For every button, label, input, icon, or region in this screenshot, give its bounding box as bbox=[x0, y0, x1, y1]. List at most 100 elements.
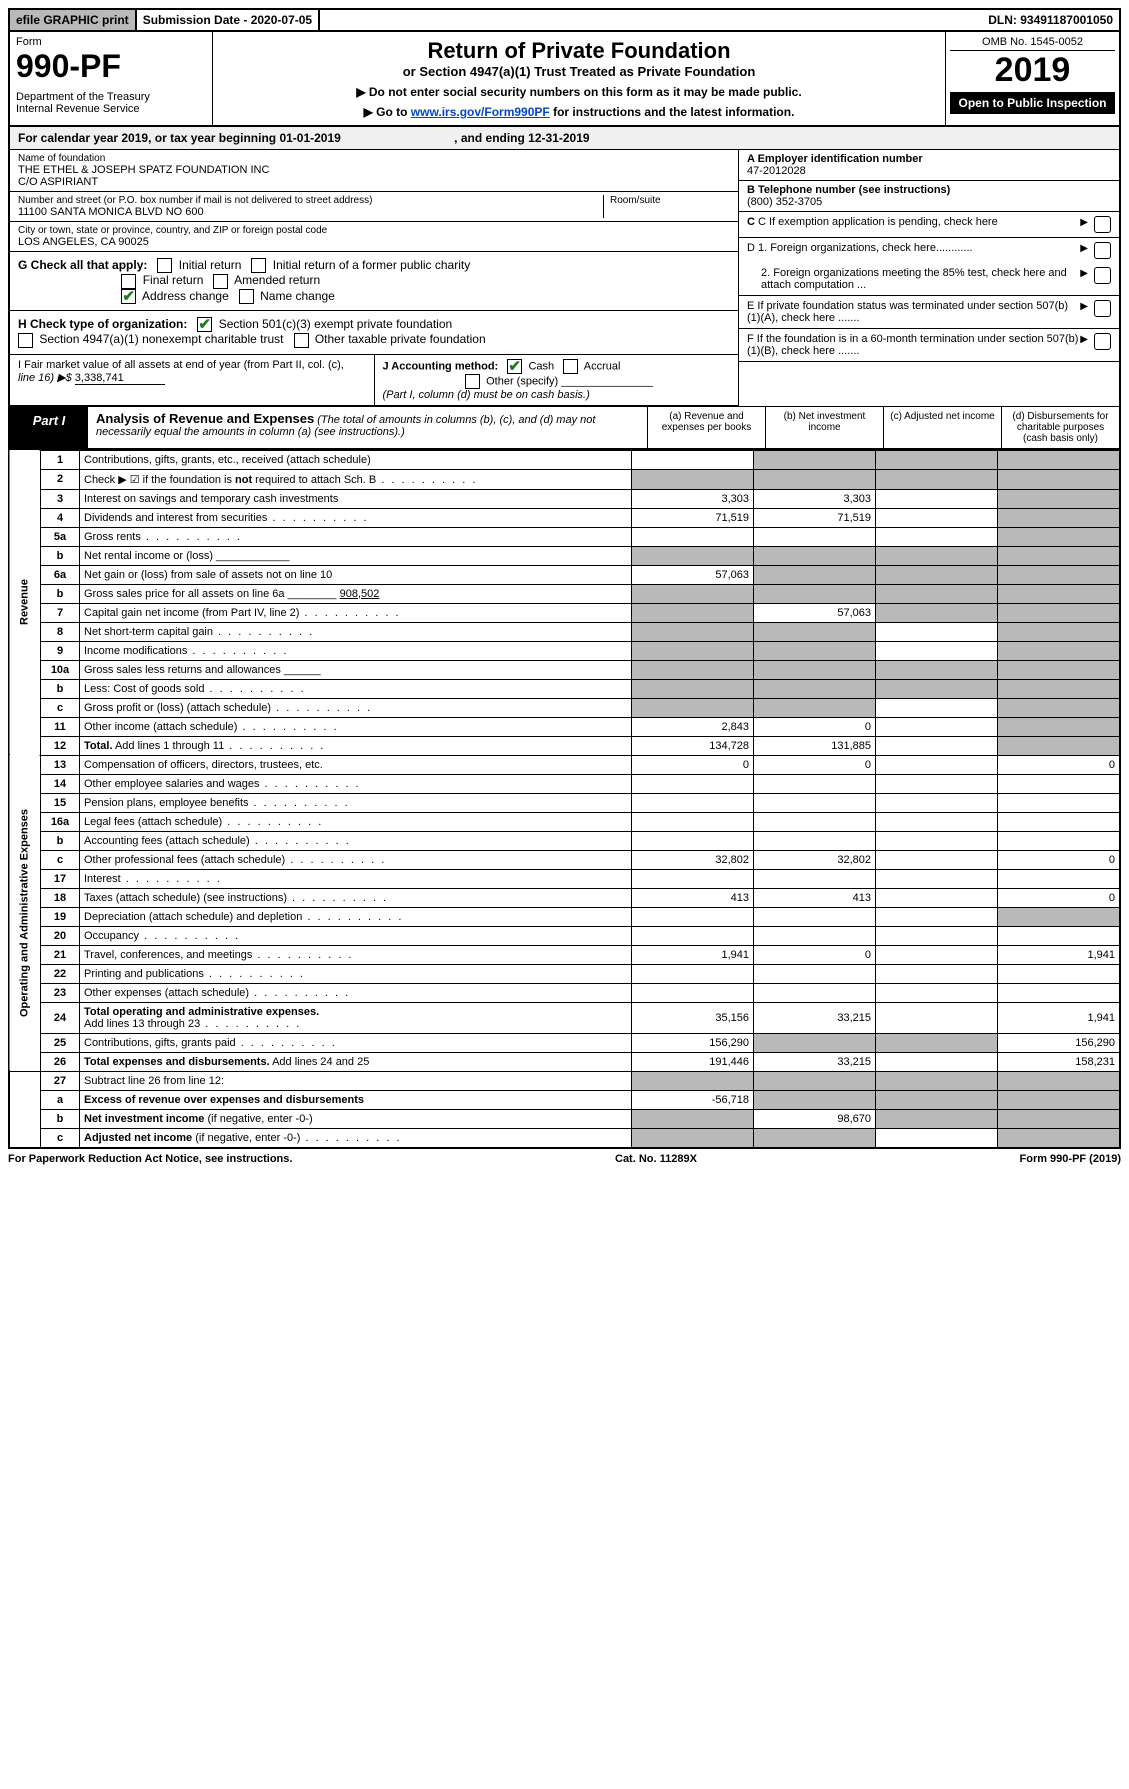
cell-amount bbox=[876, 774, 998, 793]
chk-cash[interactable] bbox=[507, 359, 522, 374]
cell-grey bbox=[876, 1109, 998, 1128]
omb-number: OMB No. 1545-0052 bbox=[950, 36, 1115, 51]
line-desc: Other expenses (attach schedule) bbox=[80, 983, 632, 1002]
cell-grey bbox=[876, 1033, 998, 1052]
cell-amount bbox=[754, 964, 876, 983]
table-row: bGross sales price for all assets on lin… bbox=[9, 584, 1120, 603]
table-row: 24Total operating and administrative exp… bbox=[9, 1002, 1120, 1033]
line-number: a bbox=[41, 1090, 80, 1109]
cell-grey bbox=[998, 736, 1121, 755]
cell-amount bbox=[876, 926, 998, 945]
cell-amount bbox=[876, 508, 998, 527]
line-desc: Occupancy bbox=[80, 926, 632, 945]
cell-grey bbox=[876, 1071, 998, 1090]
chk-accrual[interactable] bbox=[563, 359, 578, 374]
cell-amount bbox=[632, 964, 754, 983]
line-desc: Contributions, gifts, grants, etc., rece… bbox=[80, 450, 632, 469]
cell-grey bbox=[754, 641, 876, 660]
cell-grey bbox=[632, 1128, 754, 1148]
cell-amount: 35,156 bbox=[632, 1002, 754, 1033]
line-number: b bbox=[41, 831, 80, 850]
cell-amount bbox=[876, 907, 998, 926]
cell-grey bbox=[998, 469, 1121, 489]
line-number: 20 bbox=[41, 926, 80, 945]
e-terminated: E If private foundation status was termi… bbox=[747, 300, 1068, 324]
part1-header: Part I Analysis of Revenue and Expenses … bbox=[8, 406, 1121, 450]
arrow-icon bbox=[1080, 300, 1090, 312]
line-desc: Contributions, gifts, grants paid bbox=[80, 1033, 632, 1052]
line-desc: Adjusted net income (if negative, enter … bbox=[80, 1128, 632, 1148]
notice-ssn: ▶ Do not enter social security numbers o… bbox=[219, 85, 939, 99]
chk-501c3[interactable] bbox=[197, 317, 212, 332]
cell-amount: 32,802 bbox=[632, 850, 754, 869]
cell-grey bbox=[754, 698, 876, 717]
cell-grey bbox=[876, 565, 998, 584]
cell-amount: 0 bbox=[754, 945, 876, 964]
chk-4947a1[interactable] bbox=[18, 333, 33, 348]
section-spacer bbox=[9, 1071, 41, 1148]
cell-amount bbox=[632, 450, 754, 469]
cell-grey bbox=[998, 584, 1121, 603]
chk-d1[interactable] bbox=[1094, 242, 1111, 259]
cell-amount: 32,802 bbox=[754, 850, 876, 869]
line-desc: Dividends and interest from securities bbox=[80, 508, 632, 527]
calendar-year-row: For calendar year 2019, or tax year begi… bbox=[8, 127, 1121, 150]
cell-amount bbox=[632, 793, 754, 812]
cell-grey bbox=[998, 527, 1121, 546]
chk-d2[interactable] bbox=[1094, 267, 1111, 284]
cell-grey bbox=[754, 450, 876, 469]
chk-initial-former[interactable] bbox=[251, 258, 266, 273]
cell-amount bbox=[632, 869, 754, 888]
line-number: b bbox=[41, 679, 80, 698]
chk-other-method[interactable] bbox=[465, 374, 480, 389]
table-row: 7Capital gain net income (from Part IV, … bbox=[9, 603, 1120, 622]
line-desc: Other employee salaries and wages bbox=[80, 774, 632, 793]
cell-grey bbox=[998, 603, 1121, 622]
irs-link[interactable]: www.irs.gov/Form990PF bbox=[411, 105, 550, 119]
cell-amount bbox=[754, 812, 876, 831]
form-subtitle: or Section 4947(a)(1) Trust Treated as P… bbox=[219, 64, 939, 79]
arrow-icon bbox=[1080, 242, 1090, 254]
cell-amount: 0 bbox=[998, 888, 1121, 907]
cell-amount: 413 bbox=[632, 888, 754, 907]
chk-initial-return[interactable] bbox=[157, 258, 172, 273]
col-c-head: (c) Adjusted net income bbox=[884, 407, 1002, 448]
line-desc: Income modifications bbox=[80, 641, 632, 660]
cell-amount bbox=[876, 983, 998, 1002]
line-number: 15 bbox=[41, 793, 80, 812]
line-desc: Subtract line 26 from line 12: bbox=[80, 1071, 632, 1090]
cell-grey bbox=[998, 622, 1121, 641]
chk-name-change[interactable] bbox=[239, 289, 254, 304]
cell-amount: 33,215 bbox=[754, 1002, 876, 1033]
chk-e[interactable] bbox=[1094, 300, 1111, 317]
cell-grey bbox=[754, 1090, 876, 1109]
chk-address-change[interactable] bbox=[121, 289, 136, 304]
g-label: G Check all that apply: bbox=[18, 258, 147, 272]
cell-grey bbox=[754, 565, 876, 584]
cell-amount bbox=[754, 869, 876, 888]
cell-amount: 33,215 bbox=[754, 1052, 876, 1071]
chk-other-taxable[interactable] bbox=[294, 333, 309, 348]
cell-grey bbox=[998, 717, 1121, 736]
cell-grey bbox=[876, 603, 998, 622]
cell-amount: 1,941 bbox=[998, 945, 1121, 964]
chk-amended[interactable] bbox=[213, 274, 228, 289]
notice-pre: ▶ Go to bbox=[364, 105, 411, 119]
i-fmv: 3,338,741 bbox=[75, 372, 165, 385]
line-desc: Gross sales less returns and allowances … bbox=[80, 660, 632, 679]
line-number: c bbox=[41, 850, 80, 869]
cell-grey bbox=[998, 508, 1121, 527]
cell-amount: 71,519 bbox=[632, 508, 754, 527]
cell-amount bbox=[876, 641, 998, 660]
cell-amount bbox=[754, 983, 876, 1002]
line-desc: Other professional fees (attach schedule… bbox=[80, 850, 632, 869]
line-number: 13 bbox=[41, 755, 80, 774]
cell-amount: 413 bbox=[754, 888, 876, 907]
form-ref: Form 990-PF (2019) bbox=[1020, 1153, 1121, 1165]
city-label: City or town, state or province, country… bbox=[18, 225, 730, 236]
cell-amount: 98,670 bbox=[754, 1109, 876, 1128]
cell-grey bbox=[876, 1090, 998, 1109]
chk-c[interactable] bbox=[1094, 216, 1111, 233]
line-number: 24 bbox=[41, 1002, 80, 1033]
chk-f[interactable] bbox=[1094, 333, 1111, 350]
